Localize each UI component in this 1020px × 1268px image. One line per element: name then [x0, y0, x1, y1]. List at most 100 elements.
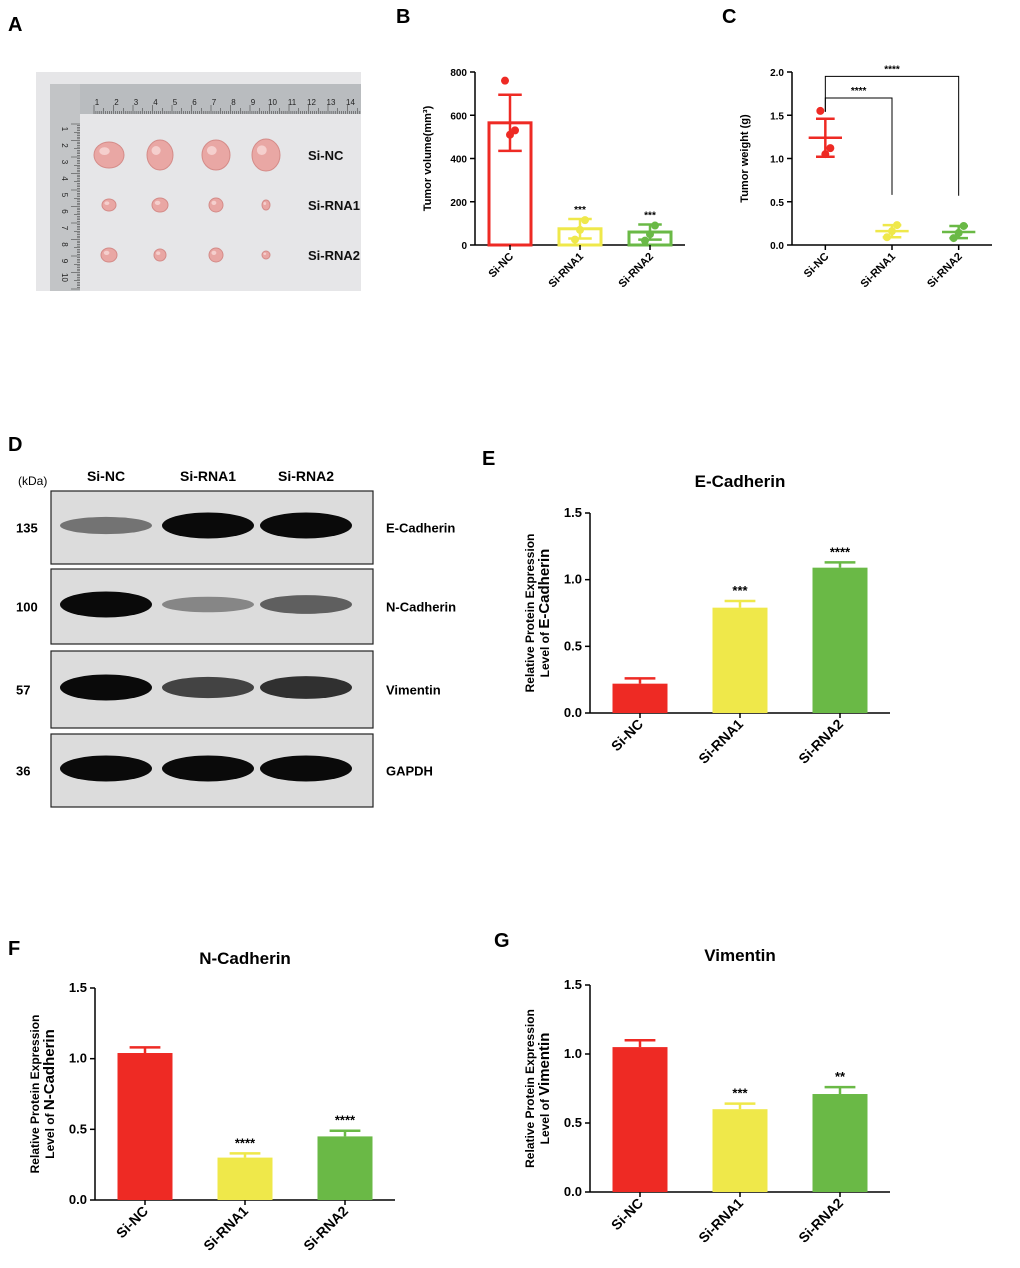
tumor-highlight — [206, 146, 217, 155]
lane-label: Si-RNA1 — [180, 468, 236, 484]
significance-label: **** — [335, 1113, 356, 1128]
y-axis-label-line: Relative Protein Expression — [523, 534, 537, 693]
y-axis-label-line: Level of — [538, 629, 552, 678]
bar — [712, 1109, 768, 1192]
data-point — [641, 236, 649, 245]
x-tick-label: Si-NC — [486, 251, 516, 281]
chart-title: E-Cadherin — [695, 472, 786, 491]
bar — [217, 1157, 273, 1200]
data-point — [581, 216, 589, 225]
x-tick-label: Si-RNA2 — [925, 251, 965, 291]
y-tick-label: 0.5 — [770, 198, 784, 209]
data-point — [816, 106, 825, 115]
x-tick-label: Si-RNA1 — [859, 251, 899, 291]
ruler-left-number: 6 — [60, 209, 69, 214]
significance-label: ** — [835, 1069, 846, 1084]
data-point — [821, 150, 830, 159]
kda-label: 100 — [16, 600, 38, 615]
x-tick-label: Si-NC — [608, 716, 646, 754]
y-tick-label: 400 — [450, 155, 467, 166]
ruler-left-number: 2 — [60, 143, 69, 148]
tumor-highlight — [151, 146, 161, 155]
data-point — [511, 126, 519, 135]
tumor-highlight — [263, 252, 267, 255]
data-point — [651, 221, 659, 230]
blot-band — [60, 674, 152, 701]
row-label: Si-NC — [308, 148, 344, 163]
ruler-top-number: 13 — [327, 98, 336, 107]
bar — [812, 1094, 868, 1192]
protein-label: GAPDH — [386, 764, 433, 779]
x-tick-label: Si-NC — [802, 251, 832, 281]
significance-bracket — [824, 75, 960, 196]
data-point — [646, 230, 654, 239]
y-tick-label: 0.0 — [69, 1192, 87, 1207]
data-point — [949, 234, 958, 243]
lane-label: Si-RNA2 — [278, 468, 334, 484]
ruler-top-number: 12 — [307, 98, 316, 107]
ruler-top-number: 4 — [153, 98, 158, 107]
significance-bracket — [824, 97, 893, 195]
row-label: Si-RNA2 — [308, 248, 360, 263]
ruler-top-number: 8 — [231, 98, 236, 107]
ruler-top-number: 7 — [212, 98, 217, 107]
kda-unit: (kDa) — [18, 474, 47, 488]
y-tick-label: 1.0 — [69, 1051, 87, 1066]
x-tick-label: Si-NC — [113, 1203, 151, 1241]
x-tick-label: Si-RNA2 — [300, 1203, 351, 1254]
ruler-left-number: 10 — [60, 273, 69, 282]
panel-letter-b: B — [396, 6, 411, 28]
chart-title: Vimentin — [704, 946, 775, 965]
bar — [812, 567, 868, 713]
y-tick-label: 0.0 — [564, 1184, 582, 1199]
y-axis-label-line: Relative Protein Expression — [523, 1009, 537, 1168]
significance-label: *** — [574, 205, 586, 216]
data-point — [826, 144, 835, 153]
protein-label: E-Cadherin — [386, 521, 455, 536]
blot-band — [260, 755, 352, 782]
blot-band — [60, 755, 152, 782]
chart-title: N-Cadherin — [199, 949, 291, 968]
ruler-top-number: 5 — [173, 98, 178, 107]
ruler-top-number: 14 — [346, 98, 355, 107]
x-tick-label: Si-RNA2 — [617, 251, 657, 291]
y-tick-label: 1.5 — [69, 980, 87, 995]
ruler-top — [50, 84, 361, 114]
ruler-top-number: 11 — [288, 98, 297, 107]
blot-band — [162, 676, 254, 699]
blot-band — [260, 595, 352, 614]
tumor-photo-graphic: 12345678910111213141512345678910Si-NCSi-… — [36, 72, 361, 291]
bar — [612, 683, 668, 713]
tumor-highlight — [256, 145, 267, 155]
protein-label: Vimentin — [386, 683, 441, 698]
significance-label: **** — [830, 544, 851, 559]
y-tick-label: 0 — [461, 241, 467, 252]
data-point — [959, 221, 968, 230]
lane-label: Si-NC — [87, 468, 125, 484]
panel-letter-c: C — [722, 6, 737, 28]
ruler-top-number: 9 — [251, 98, 256, 107]
y-axis-label-line: Level of — [538, 1096, 552, 1145]
tumor-highlight — [211, 200, 217, 205]
y-tick-label: 0.5 — [564, 638, 582, 653]
panel-letter-f: F — [8, 938, 21, 960]
tumor-photo: 12345678910111213141512345678910Si-NCSi-… — [36, 72, 361, 291]
tumor-highlight — [211, 250, 217, 255]
blot-band — [162, 755, 254, 782]
y-tick-label: 800 — [450, 68, 467, 79]
y-tick-label: 1.5 — [770, 111, 784, 122]
x-tick-label: Si-RNA1 — [695, 1195, 746, 1246]
blot-band — [60, 591, 152, 618]
data-point — [954, 228, 963, 237]
y-tick-label: 0.0 — [770, 241, 784, 252]
data-point — [501, 76, 509, 85]
data-point — [571, 235, 579, 244]
y-tick-label: 200 — [450, 198, 467, 209]
significance-label: *** — [644, 210, 656, 221]
blot-band — [260, 512, 352, 539]
tumor-highlight — [156, 251, 161, 255]
blot-band — [162, 596, 254, 613]
significance-label: *** — [732, 1086, 748, 1101]
row-label: Si-RNA1 — [308, 198, 360, 213]
